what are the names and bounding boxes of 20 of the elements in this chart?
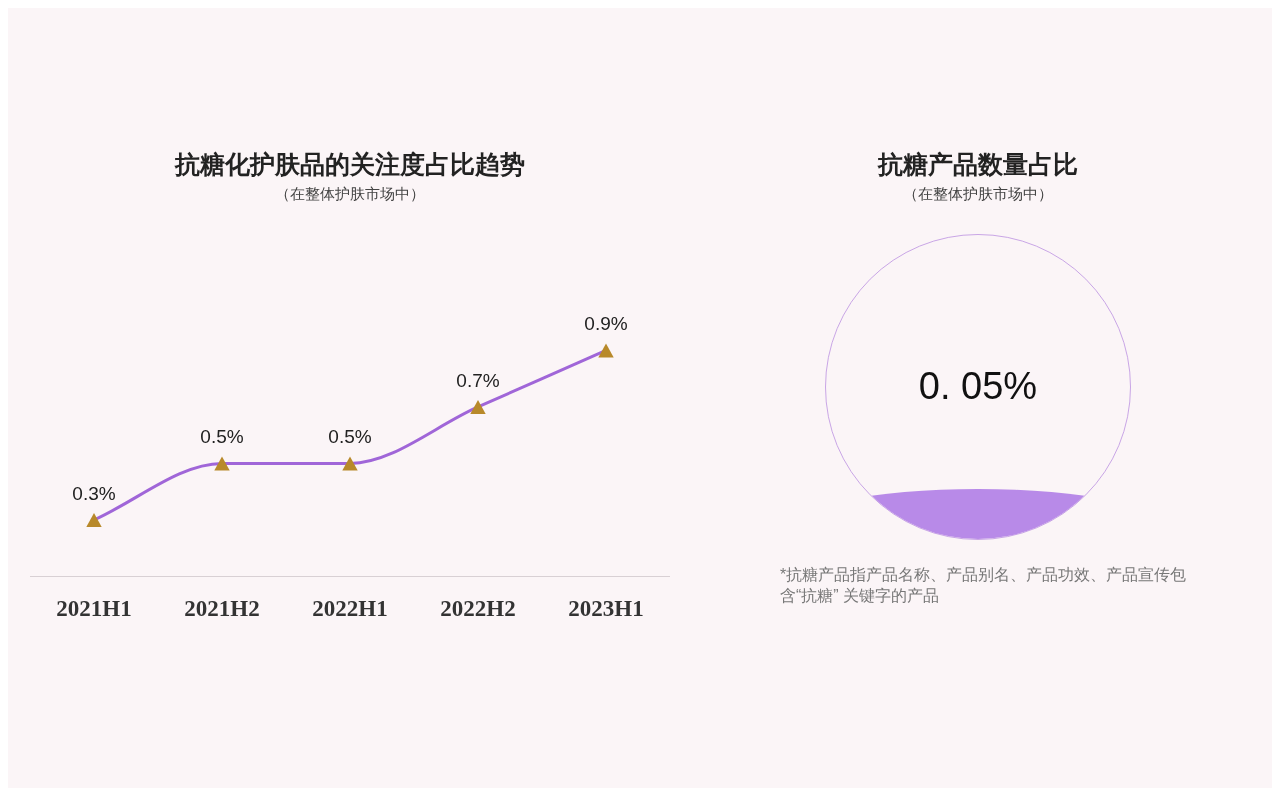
text: 抗糖产品数量占比 bbox=[876, 150, 1079, 180]
x-tick-label: 2023H1 bbox=[568, 596, 644, 622]
chart-subtitle: （在整体护肤市场中） bbox=[274, 185, 426, 204]
data-label: 0.9% bbox=[584, 313, 628, 335]
x-tick-label: 2021H1 bbox=[56, 596, 132, 622]
x-tick-label: 2022H2 bbox=[440, 596, 516, 622]
data-label: 0.3% bbox=[72, 482, 116, 504]
point bbox=[342, 456, 358, 471]
data-label: 0.5% bbox=[328, 426, 372, 448]
point bbox=[598, 343, 614, 358]
x-tick-label: 2021H2 bbox=[184, 596, 260, 622]
data-label: 0.5% bbox=[200, 426, 244, 448]
data-label: 0.7% bbox=[456, 369, 500, 391]
point bbox=[470, 399, 486, 414]
text: （在整体护肤市场中） bbox=[902, 185, 1054, 204]
text: *抗糖产品指产品名称、产品别名、产品功效、产品宣传包含“抗糖” 关键字的产品 bbox=[780, 565, 1188, 606]
x-tick-label: 2022H1 bbox=[312, 596, 388, 622]
chart-title: 抗糖化护肤品的关注度占比趋势 bbox=[173, 150, 526, 180]
point bbox=[214, 456, 230, 471]
point bbox=[86, 512, 102, 527]
